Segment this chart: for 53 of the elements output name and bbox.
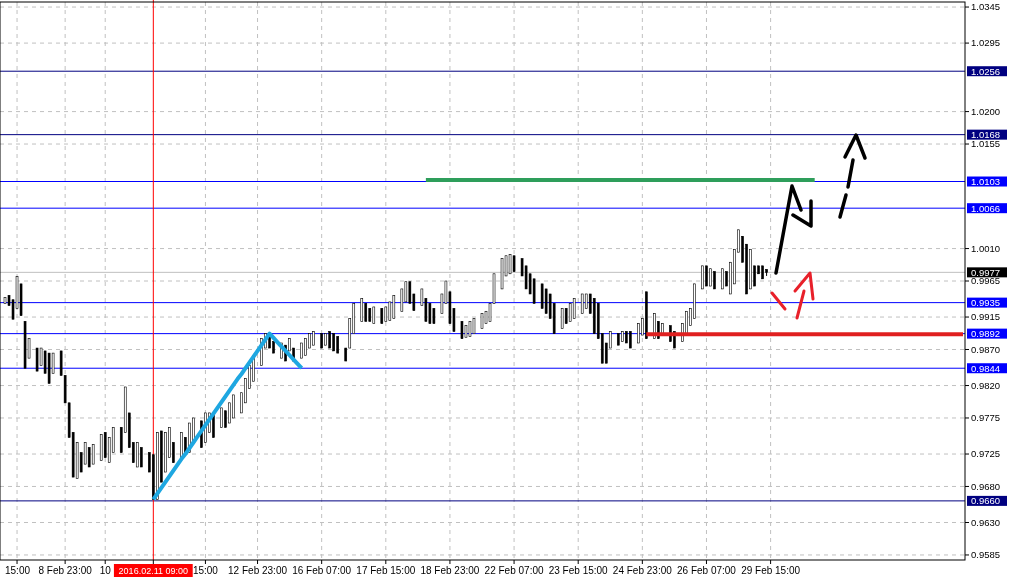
x-tick-label: 8 Feb 23:00 — [38, 565, 93, 576]
x-tick-label: 16 Feb 07:00 — [292, 565, 352, 576]
ref-line-label: 0.9844 — [971, 362, 1001, 374]
ref-line-label: 0.9660 — [971, 495, 1001, 507]
y-tick-label: 0.9680 — [971, 480, 1001, 492]
line-series — [151, 331, 304, 502]
candlestick — [360, 297, 364, 322]
x-tick-label: 26 Feb 07:00 — [677, 565, 737, 576]
candlestick — [364, 302, 368, 322]
y-tick-label: 0.9725 — [971, 448, 1001, 460]
x-tick-label: 10 — [99, 565, 112, 576]
x-tick-label: 18 Feb 23:00 — [420, 565, 480, 576]
ref-line-label: 1.0103 — [971, 175, 1001, 187]
y-tick-label: 0.9820 — [971, 379, 1001, 391]
candlestick — [35, 347, 39, 372]
y-tick-label: 0.9775 — [971, 412, 1001, 424]
candlestick — [580, 293, 584, 314]
candlestick — [220, 407, 223, 428]
ref-line-label: 0.9977 — [971, 266, 1001, 278]
x-tick-label: 29 Feb 15:00 — [741, 565, 801, 576]
y-tick-label: 0.9630 — [971, 516, 1001, 528]
candlestick — [572, 297, 576, 319]
ref-line-label: 1.0168 — [971, 128, 1001, 140]
x-tick-label: 23 Feb 15:00 — [548, 565, 609, 576]
candlestick — [392, 294, 396, 319]
y-tick-label: 1.0010 — [971, 242, 1001, 254]
ref-line-label: 0.9892 — [971, 327, 1001, 339]
y-tick-label: 1.0155 — [971, 138, 1001, 150]
x-tick-label: 17 Feb 15:00 — [356, 565, 416, 576]
candlestick — [428, 302, 432, 325]
candlestick — [91, 444, 95, 465]
y-tick-label: 0.9965 — [971, 275, 1001, 287]
x-tick-label: 2016.02.11 09:00 — [118, 566, 189, 576]
x-tick-label: 15:00 — [4, 565, 31, 576]
x-tick-label: 24 Feb 23:00 — [612, 565, 673, 576]
ref-line-label: 1.0066 — [971, 202, 1001, 214]
x-tick-label: 15:00 — [192, 565, 219, 576]
candlestick — [721, 268, 724, 290]
x-tick-label: 12 Feb 23:00 — [228, 565, 288, 576]
x-tick-label: 22 Feb 07:00 — [484, 565, 544, 576]
y-tick-label: 0.9915 — [971, 311, 1001, 323]
y-tick-label: 1.0295 — [971, 37, 1001, 49]
ref-line-label: 0.9935 — [971, 296, 1001, 308]
y-tick-label: 1.0345 — [971, 1, 1001, 13]
candlestick — [508, 253, 512, 275]
candlestick — [705, 265, 708, 287]
candlestick — [701, 265, 704, 290]
y-tick-label: 0.9870 — [971, 343, 1001, 355]
candlestick — [568, 302, 572, 322]
y-tick-label: 1.0200 — [971, 105, 1001, 117]
ref-line-label: 1.0256 — [971, 65, 1001, 77]
candlestick — [560, 307, 564, 330]
y-tick-label: 0.9585 — [971, 549, 1001, 561]
